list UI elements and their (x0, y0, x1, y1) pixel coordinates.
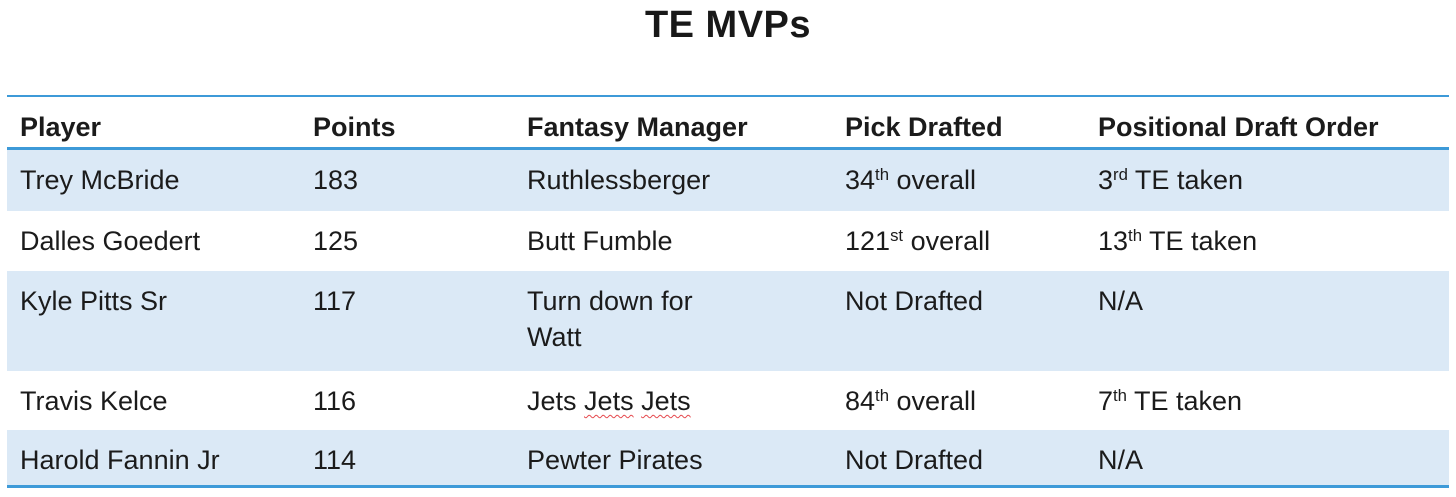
ordinal-suffix: st (890, 225, 904, 245)
order-cell: N/A (1085, 271, 1449, 371)
pick-cell: Not Drafted (832, 271, 1085, 371)
manager-cell: Pewter Pirates (527, 445, 703, 475)
order-number: N/A (1098, 286, 1144, 316)
page-title: TE MVPs (644, 4, 812, 46)
pick-cell: 121st overall (832, 211, 1085, 271)
manager-word-misspelled: Jets (584, 386, 634, 416)
pick-number: Not Drafted (845, 286, 984, 316)
pick-cell: 84th overall (832, 371, 1085, 430)
order-number: 7 (1098, 386, 1114, 416)
column-header-points: Points (313, 112, 396, 142)
order-number: 3 (1098, 165, 1114, 195)
order-rest: TE taken (1127, 165, 1243, 195)
pick-number: 84 (845, 386, 876, 416)
manager-cell: Jets Jets Jets (514, 371, 832, 430)
points-cell: 183 (313, 165, 359, 195)
manager-word: Jets (527, 386, 577, 416)
pick-number: 121 (845, 226, 891, 256)
order-cell: 3rd TE taken (1085, 150, 1449, 211)
points-cell: 114 (313, 445, 357, 475)
ordinal-suffix: th (1113, 385, 1127, 405)
pick-number: Not Drafted (845, 445, 984, 475)
player-cell: Travis Kelce (20, 386, 168, 416)
table-row: Harold Fannin Jr 114 Pewter Pirates Not … (7, 430, 1449, 485)
player-cell: Trey McBride (20, 165, 180, 195)
pick-number: 34 (845, 165, 876, 195)
pick-rest: overall (889, 386, 977, 416)
order-cell: N/A (1085, 430, 1449, 485)
manager-cell: Ruthlessberger (527, 165, 711, 195)
pick-cell: 34th overall (832, 150, 1085, 211)
order-cell: 7th TE taken (1085, 371, 1449, 430)
manager-cell: Butt Fumble (527, 226, 673, 256)
player-cell: Kyle Pitts Sr (20, 286, 168, 316)
ordinal-suffix: th (875, 385, 890, 405)
manager-cell: Turn down for Watt (527, 286, 693, 352)
player-cell: Harold Fannin Jr (20, 445, 220, 475)
order-number: N/A (1098, 445, 1144, 475)
column-header-positional-draft-order: Positional Draft Order (1098, 112, 1379, 142)
points-cell: 125 (313, 226, 359, 256)
pick-rest: overall (889, 165, 977, 195)
ordinal-suffix: th (875, 164, 890, 184)
pick-cell: Not Drafted (832, 430, 1085, 485)
player-cell: Dalles Goedert (20, 226, 201, 256)
ordinal-suffix: rd (1113, 164, 1128, 184)
order-cell: 13th TE taken (1085, 211, 1449, 271)
manager-word-misspelled: Jets (641, 386, 691, 416)
order-rest: TE taken (1127, 386, 1243, 416)
table-header-row: Player Points Fantasy Manager Pick Draft… (7, 97, 1449, 150)
column-header-pick-drafted: Pick Drafted (845, 112, 1003, 142)
table-row: Dalles Goedert 125 Butt Fumble 121st ove… (7, 211, 1449, 271)
pick-rest: overall (903, 226, 991, 256)
table-row: Kyle Pitts Sr 117 Turn down for Watt Not… (7, 271, 1449, 371)
points-cell: 117 (313, 286, 357, 316)
te-mvps-table: Player Points Fantasy Manager Pick Draft… (7, 95, 1449, 488)
points-cell: 116 (313, 386, 357, 416)
table-row: Trey McBride 183 Ruthlessberger 34th ove… (7, 150, 1449, 211)
table-row: Travis Kelce 116 Jets Jets Jets 84th ove… (7, 371, 1449, 430)
column-header-fantasy-manager: Fantasy Manager (527, 112, 748, 142)
order-number: 13 (1098, 226, 1129, 256)
column-header-player: Player (20, 112, 102, 142)
ordinal-suffix: th (1128, 225, 1143, 245)
order-rest: TE taken (1142, 226, 1258, 256)
